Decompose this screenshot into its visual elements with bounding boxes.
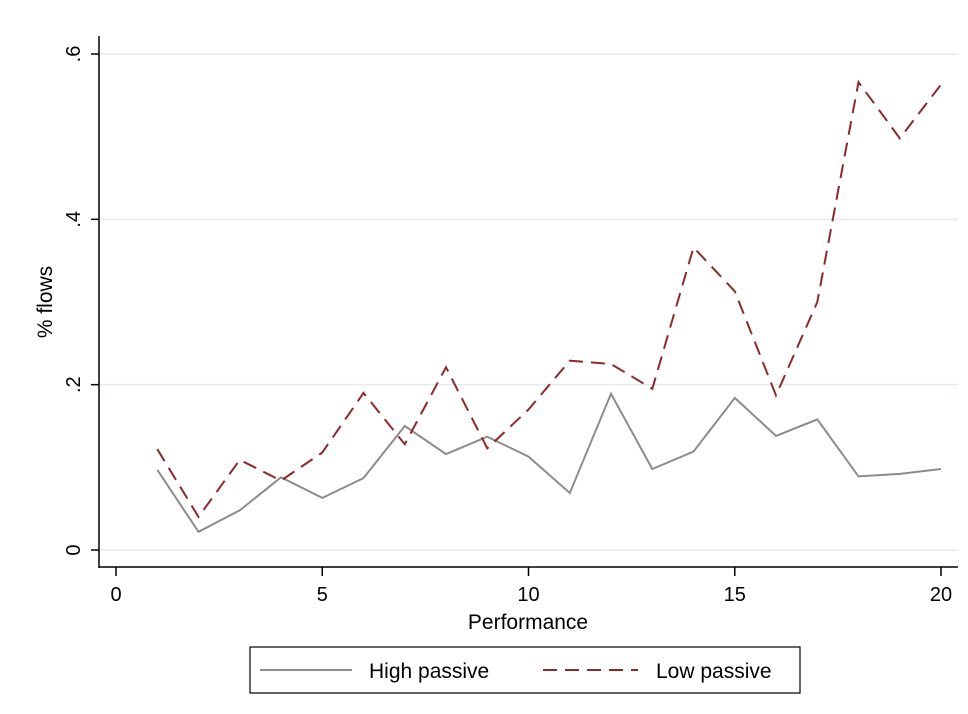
ticks: 0 .2 .4 .6 0 5 10 15 20 xyxy=(63,46,952,606)
y-tick-label: 0 xyxy=(63,544,85,555)
series-line-low-passive xyxy=(157,82,941,517)
y-tick-label: .4 xyxy=(63,211,85,228)
legend-label-high-passive: High passive xyxy=(369,660,489,683)
y-tick-label: .6 xyxy=(63,46,85,63)
x-axis-title: Performance xyxy=(468,611,588,634)
x-tick-label: 20 xyxy=(930,584,952,606)
axes xyxy=(99,36,958,568)
gridlines xyxy=(100,54,958,550)
y-tick-label: .2 xyxy=(63,376,85,393)
x-tick-label: 5 xyxy=(317,584,328,606)
legend: High passive Low passive xyxy=(250,647,800,693)
x-tick-label: 0 xyxy=(110,584,121,606)
x-tick-label: 15 xyxy=(724,584,746,606)
x-tick-label: 10 xyxy=(517,584,539,606)
legend-label-low-passive: Low passive xyxy=(656,660,772,683)
series xyxy=(157,82,941,532)
series-line-high-passive xyxy=(157,394,941,532)
y-axis-title: % flows xyxy=(34,266,57,338)
